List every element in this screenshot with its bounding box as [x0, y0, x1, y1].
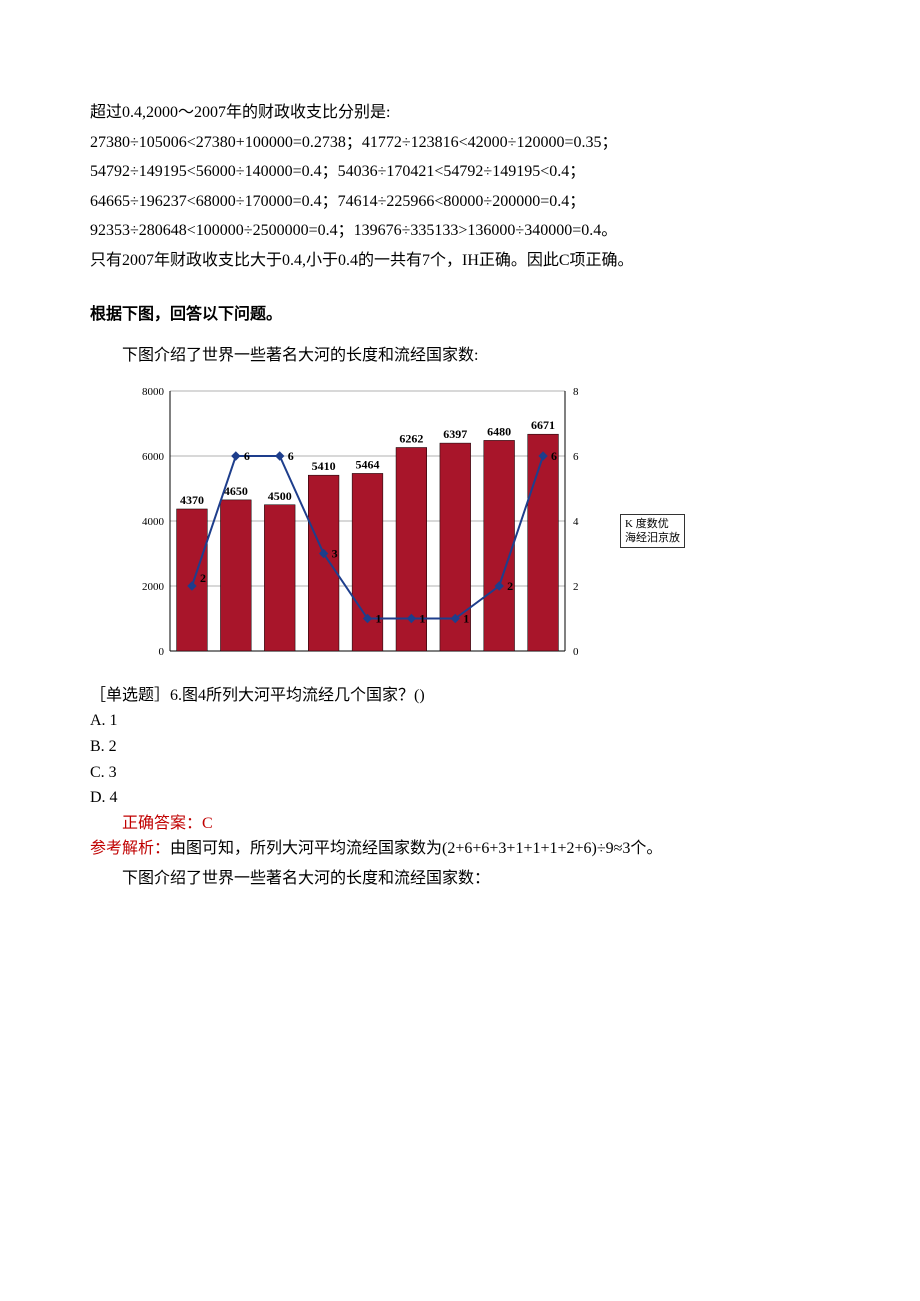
svg-text:6: 6	[244, 449, 250, 463]
chart-intro-2: 下图介绍了世界一些著名大河的长度和流经国家数：	[90, 866, 830, 892]
analysis: 参考解析：由图可知，所列大河平均流经国家数为(2+6+6+3+1+1+1+2+6…	[90, 836, 830, 862]
top-line-4: 64665÷196237<68000÷170000=0.4；74614÷2259…	[90, 189, 830, 215]
svg-text:0: 0	[159, 646, 165, 658]
svg-text:0: 0	[573, 646, 579, 658]
svg-text:6000: 6000	[142, 451, 165, 463]
chart-intro: 下图介绍了世界一些著名大河的长度和流经国家数:	[90, 343, 830, 369]
svg-text:6397: 6397	[443, 427, 467, 441]
svg-text:1: 1	[376, 611, 382, 625]
svg-text:3: 3	[332, 546, 338, 560]
top-line-5: 92353÷280648<100000÷2500000=0.4；139676÷3…	[90, 218, 830, 244]
svg-text:1: 1	[463, 611, 469, 625]
svg-text:6671: 6671	[531, 418, 555, 432]
question-prompt: ［单选题］6.图4所列大河平均流经几个国家？()	[90, 683, 830, 709]
svg-text:4650: 4650	[224, 484, 248, 498]
option-d: D. 4	[90, 785, 830, 811]
svg-text:6480: 6480	[487, 424, 511, 438]
svg-text:6: 6	[551, 449, 557, 463]
svg-text:4: 4	[573, 516, 579, 528]
svg-text:2000: 2000	[142, 581, 165, 593]
analysis-label: 参考解析：	[90, 840, 170, 857]
chart-legend: K 度数优 海经汨京放	[620, 514, 685, 549]
svg-text:4370: 4370	[180, 493, 204, 507]
legend-line-2: 海经汨京放	[625, 531, 680, 545]
option-b: B. 2	[90, 734, 830, 760]
svg-text:2: 2	[507, 579, 513, 593]
svg-text:2: 2	[200, 571, 206, 585]
analysis-text: 由图可知，所列大河平均流经国家数为(2+6+6+3+1+1+1+2+6)÷9≈3…	[170, 840, 662, 857]
option-c: C. 3	[90, 760, 830, 786]
top-line-6: 只有2007年财政收支比大于0.4,小于0.4的一共有7个，IH正确。因此C项正…	[90, 248, 830, 274]
svg-text:1: 1	[419, 611, 425, 625]
svg-text:6262: 6262	[399, 431, 423, 445]
option-a: A. 1	[90, 708, 830, 734]
svg-text:5464: 5464	[356, 457, 380, 471]
svg-text:6: 6	[288, 449, 294, 463]
svg-text:6: 6	[573, 451, 579, 463]
river-chart: 0 2000 4000 6000 8000 0 2 4 6 8 4370 4650 4500 5410 54…	[130, 379, 830, 679]
top-line-1: 超过0.4,2000～2007年的财政收支比分别是:	[90, 100, 830, 126]
svg-text:8: 8	[573, 386, 579, 398]
svg-text:8000: 8000	[142, 386, 165, 398]
correct-answer: 正确答案：C	[90, 811, 830, 837]
svg-text:4000: 4000	[142, 516, 165, 528]
svg-text:4500: 4500	[268, 489, 292, 503]
top-line-2: 27380÷105006<27380+100000=0.2738；41772÷1…	[90, 130, 830, 156]
svg-text:5410: 5410	[312, 459, 336, 473]
chart-svg: 0 2000 4000 6000 8000 0 2 4 6 8 4370 4650 4500 5410 54…	[130, 379, 690, 679]
svg-text:2: 2	[573, 581, 579, 593]
top-line-3: 54792÷149195<56000÷140000=0.4；54036÷1704…	[90, 159, 830, 185]
section-heading: 根据下图，回答以下问题。	[90, 302, 830, 328]
legend-line-1: K 度数优	[625, 517, 680, 531]
